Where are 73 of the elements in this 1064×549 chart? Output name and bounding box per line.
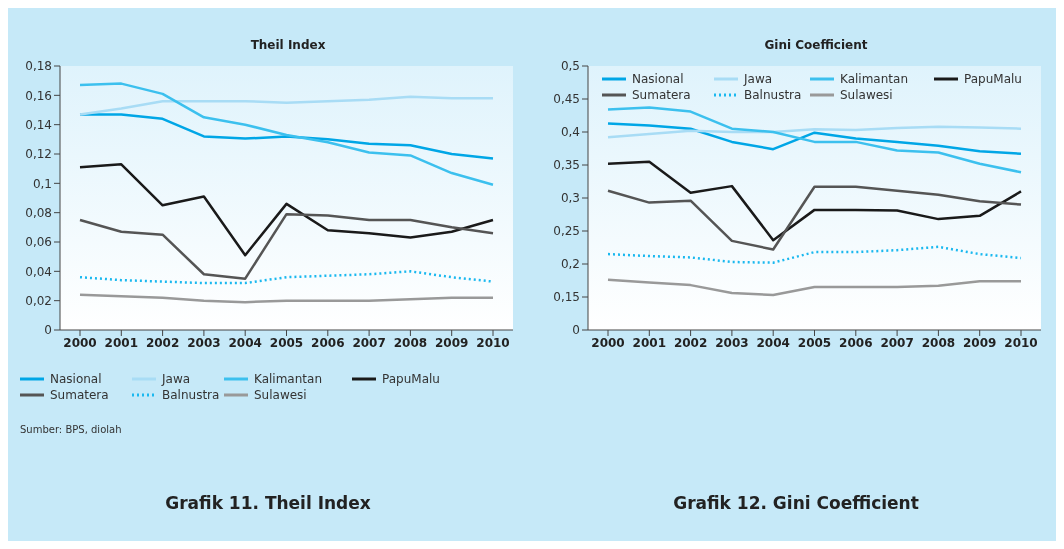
y-tick-label: 0,25 bbox=[553, 224, 580, 239]
legend-label: Kalimantan bbox=[840, 72, 908, 86]
line-series bbox=[606, 245, 1023, 264]
legend-label: PapuMalu bbox=[964, 72, 1022, 86]
y-tick-label: 0,02 bbox=[25, 293, 52, 308]
legend-label: Sulawesi bbox=[840, 88, 893, 102]
x-tick-label: 2006 bbox=[311, 335, 345, 350]
x-tick-label: 2007 bbox=[352, 335, 386, 350]
x-tick-label: 2000 bbox=[63, 335, 97, 350]
y-tick-label: 0,04 bbox=[25, 264, 52, 279]
line-series bbox=[606, 106, 1023, 174]
y-tick-label: 0,12 bbox=[25, 147, 52, 162]
y-tick-label: 0,15 bbox=[553, 290, 580, 305]
x-tick-label: 2005 bbox=[269, 335, 304, 350]
y-tick-label: 0,5 bbox=[560, 59, 580, 74]
x-tick-label: 2010 bbox=[1004, 335, 1038, 350]
legend-label: Sumatera bbox=[632, 88, 691, 102]
legend-label: Kalimantan bbox=[254, 372, 322, 386]
line-series bbox=[78, 163, 495, 257]
text: Sumber: BPS, diolah bbox=[20, 424, 123, 435]
x-tick-label: 2001 bbox=[632, 335, 666, 350]
y-tick-label: 0,06 bbox=[25, 235, 52, 250]
x-tick-label: 2006 bbox=[839, 335, 873, 350]
line-series bbox=[606, 160, 1023, 242]
legend-label: Balnustra bbox=[744, 88, 802, 102]
legend-label: Sumatera bbox=[50, 388, 109, 402]
text: Grafik 12. Gini Coefficient bbox=[672, 493, 920, 513]
y-tick-label: 0,08 bbox=[25, 205, 52, 220]
line-series bbox=[606, 185, 1023, 251]
y-tick-label: 0,18 bbox=[25, 59, 52, 74]
x-tick-label: 2009 bbox=[435, 335, 469, 350]
chart-title: Gini Coefficient bbox=[763, 38, 869, 54]
line-series bbox=[78, 82, 495, 187]
chart-title: Theil Index bbox=[249, 38, 327, 54]
x-tick-label: 2008 bbox=[393, 335, 428, 350]
x-tick-label: 2009 bbox=[963, 335, 997, 350]
x-tick-label: 2004 bbox=[756, 335, 790, 350]
legend-label: Sulawesi bbox=[254, 388, 307, 402]
x-tick-label: 2007 bbox=[880, 335, 914, 350]
legend-label: Nasional bbox=[50, 372, 102, 386]
y-tick-label: 0 bbox=[572, 323, 580, 338]
x-tick-label: 2003 bbox=[187, 335, 221, 350]
y-tick-label: 0,1 bbox=[32, 176, 52, 191]
line-series bbox=[606, 122, 1023, 156]
x-tick-label: 2005 bbox=[797, 335, 832, 350]
legend-label: Balnustra bbox=[162, 388, 220, 402]
y-tick-label: 0,3 bbox=[560, 191, 580, 206]
legend-label: Jawa bbox=[162, 372, 191, 386]
y-tick-label: 0,16 bbox=[25, 88, 52, 103]
y-tick-label: 0,14 bbox=[25, 117, 52, 132]
x-tick-label: 2000 bbox=[591, 335, 625, 350]
x-tick-label: 2002 bbox=[145, 335, 180, 350]
y-tick-label: 0,35 bbox=[553, 158, 580, 173]
x-tick-label: 2002 bbox=[673, 335, 708, 350]
x-tick-label: 2008 bbox=[921, 335, 956, 350]
line-series bbox=[78, 293, 495, 304]
x-tick-label: 2003 bbox=[715, 335, 749, 350]
line-series bbox=[78, 212, 495, 280]
x-tick-label: 2004 bbox=[228, 335, 262, 350]
x-tick-label: 2001 bbox=[104, 335, 138, 350]
legend-label: PapuMalu bbox=[382, 372, 440, 386]
line-series bbox=[606, 278, 1023, 297]
line-series bbox=[78, 113, 495, 160]
text: Grafik 11. Theil Index bbox=[164, 493, 372, 513]
line-series bbox=[78, 95, 495, 116]
y-tick-label: 0 bbox=[44, 323, 52, 338]
x-tick-label: 2010 bbox=[476, 335, 510, 350]
y-tick-label: 0,45 bbox=[553, 92, 580, 107]
legend-label: Nasional bbox=[632, 72, 684, 86]
y-tick-label: 0,2 bbox=[560, 257, 580, 272]
legend-label: Jawa bbox=[744, 72, 773, 86]
line-series bbox=[606, 125, 1023, 139]
y-tick-label: 0,4 bbox=[560, 125, 580, 140]
